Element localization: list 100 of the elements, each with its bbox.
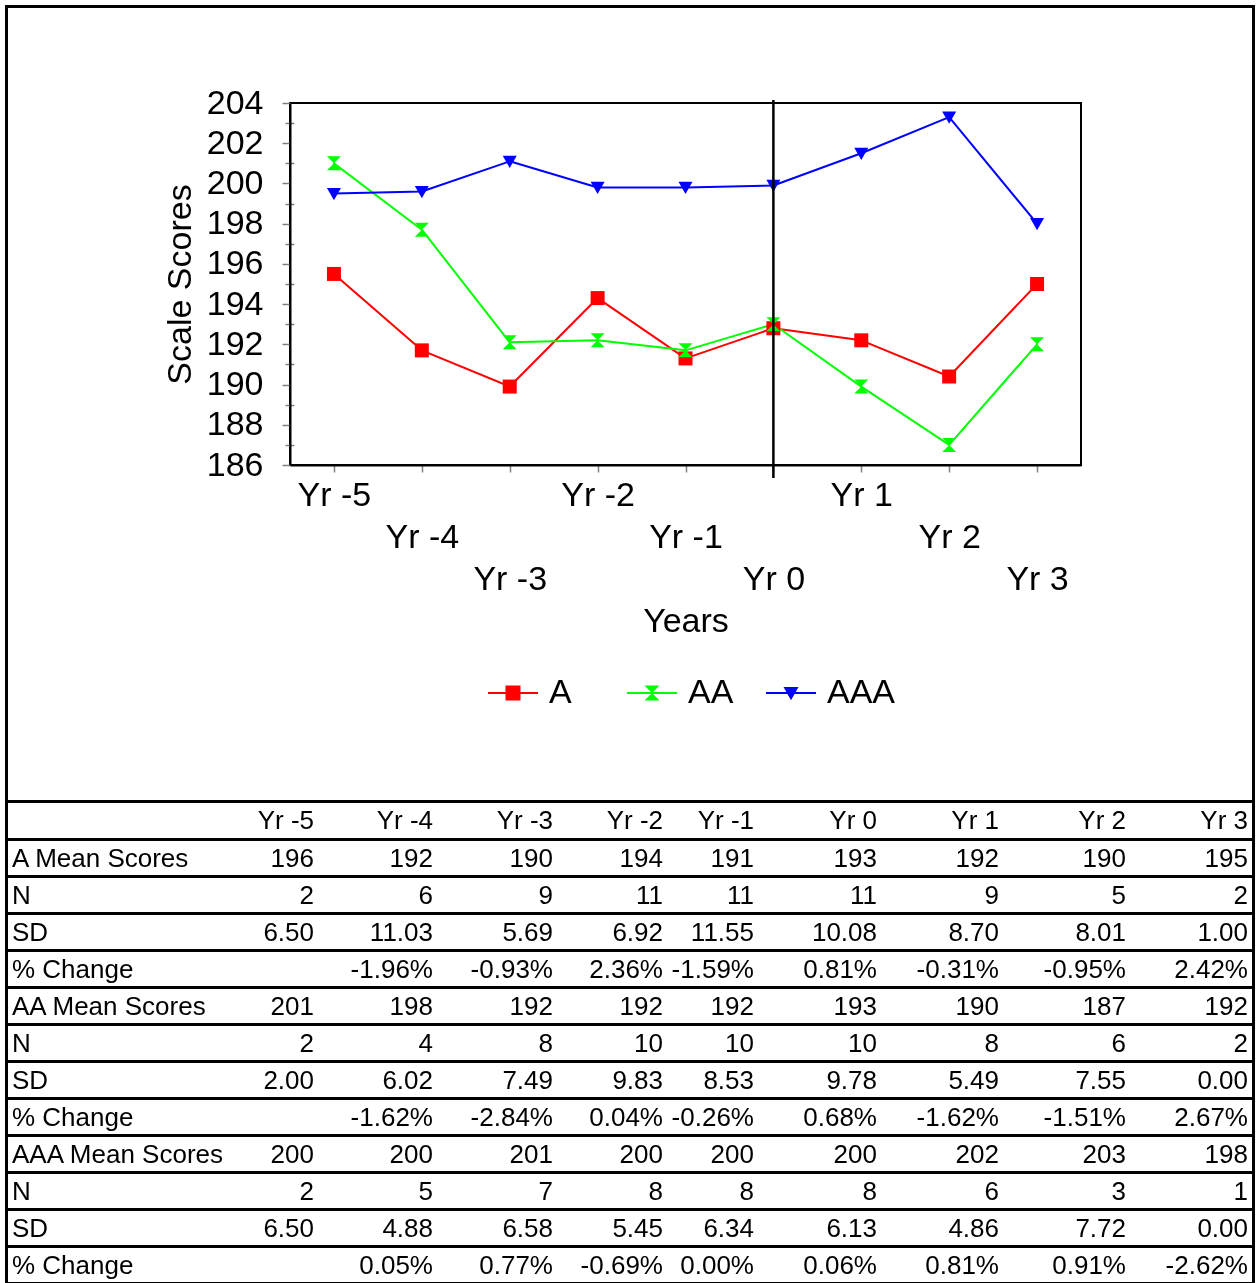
data-label: 2 [298,1027,315,1060]
y-tick-label: % Change [11,1249,135,1282]
data-label: -1.62% [349,1101,434,1134]
data-label: 0.81% [802,953,878,986]
data-label: -0.95% [1042,953,1127,986]
data-label: 9.83 [611,1064,664,1097]
data-label: 0.91% [1051,1249,1127,1282]
y-tick-label: 198 [206,203,264,242]
x-tick-label: Yr -3 [495,804,554,837]
data-label: 0.68% [802,1101,878,1134]
data-label: -2.84% [469,1101,554,1134]
point [854,379,869,394]
point [502,155,517,168]
y-tick-label: 188 [206,404,264,443]
data-label: -0.93% [469,953,554,986]
y-axis-title: Scale Scores [159,184,198,385]
point [854,333,869,348]
point [414,185,429,199]
data-label: -0.26% [670,1101,755,1134]
data-label: 6.34 [702,1212,755,1245]
data-label: 5 [417,1175,434,1208]
point [414,343,429,358]
data-label: 8.01 [1074,916,1127,949]
y-tick-label: 194 [206,283,264,322]
y-tick-label: 202 [206,122,264,161]
legend-label: AAA [827,672,896,710]
data-label: 193 [832,990,878,1023]
data-label: 8 [537,1027,554,1060]
data-label: 3 [1110,1175,1127,1208]
data-label: -1.51% [1042,1101,1127,1134]
data-label: 6.13 [825,1212,878,1245]
data-label: 193 [832,842,878,875]
data-label: 9 [537,879,554,912]
point [1030,337,1045,352]
data-label: 200 [388,1138,434,1171]
data-label: 192 [388,842,434,875]
data-label: 4.88 [381,1212,434,1245]
data-label: 0.00 [1196,1064,1249,1097]
x-tick-label: Yr -2 [605,804,664,837]
point [678,343,693,358]
data-label: 2.67% [1173,1101,1249,1134]
y-tick-label: 192 [206,323,264,362]
data-label: 2.36% [588,953,664,986]
point [502,335,517,350]
data-label: 10 [724,1027,755,1060]
data-label: 7.49 [501,1064,554,1097]
data-label: 9 [983,879,1000,912]
y-tick-label: SD [11,916,50,949]
point [502,379,517,394]
y-tick-label: AA Mean Scores [11,990,207,1023]
legend-label: A [549,672,572,710]
data-label: 5.45 [611,1212,664,1245]
y-tick-label: N [11,1027,32,1060]
y-tick-label: A Mean Scores [11,842,190,875]
data-label: 1 [1232,1175,1249,1208]
x-tick-label: Yr -5 [256,804,315,837]
data-label: 200 [269,1138,315,1171]
point [326,266,341,281]
x-tick-label: Yr -1 [649,516,723,555]
data-label: 0.06% [802,1249,878,1282]
data-label: 6.58 [501,1212,554,1245]
point [942,111,957,124]
y-tick-label: AAA Mean Scores [11,1138,224,1171]
data-label: 10.08 [810,916,878,949]
data-label: 192 [618,990,664,1023]
y-tick-label: 204 [206,82,264,121]
data-label: 6.92 [611,916,664,949]
data-label: 6.02 [381,1064,434,1097]
data-label: 0.77% [478,1249,554,1282]
data-label: 190 [508,842,554,875]
data-label: 6.50 [262,916,315,949]
data-label: 6.50 [262,1212,315,1245]
data-label: 11.03 [368,916,434,949]
point [326,187,341,201]
data-label: 8 [983,1027,1000,1060]
x-tick-label: Yr -3 [473,558,548,597]
point [854,147,869,160]
data-label: -0.31% [915,953,1000,986]
data-label: 9.78 [825,1064,878,1097]
data-label: 198 [388,990,434,1023]
data-label: 195 [1203,842,1249,875]
data-label: 4.86 [947,1212,1000,1245]
x-tick-label: Yr -5 [297,474,372,513]
data-label: 0.04% [588,1101,664,1134]
data-label: 192 [508,990,554,1023]
data-label: 0.05% [358,1249,434,1282]
data-label: 8 [861,1175,878,1208]
point [678,181,693,195]
data-label: 11 [726,879,755,912]
data-label: 6 [983,1175,1000,1208]
data-label: 5 [1110,879,1127,912]
x-tick-label: Yr -1 [696,804,755,837]
data-label: 0.81% [924,1249,1000,1282]
data-label: 2.42% [1173,953,1249,986]
data-label: 187 [1081,990,1127,1023]
data-label: -0.69% [579,1249,664,1282]
y-tick-label: 186 [206,444,264,483]
data-label: -1.96% [349,953,434,986]
x-tick-label: Yr 2 [1077,804,1127,837]
x-axis-title: Years [643,600,729,639]
